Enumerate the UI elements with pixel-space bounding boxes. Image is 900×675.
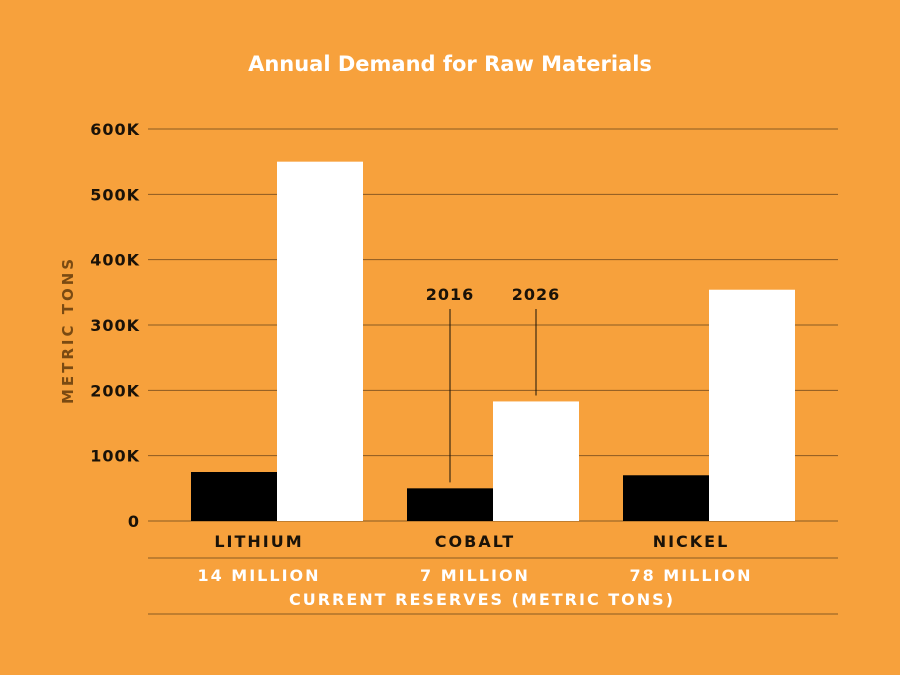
- y-tick-label: 400K: [90, 251, 140, 270]
- reserve-value: 7 MILLION: [420, 566, 530, 585]
- bars: [191, 161, 795, 521]
- reserves-caption: CURRENT RESERVES (METRIC TONS): [289, 590, 675, 609]
- chart-title: Annual Demand for Raw Materials: [248, 52, 652, 76]
- bar-2016-nickel: [623, 475, 709, 521]
- y-tick-label: 600K: [90, 120, 140, 139]
- y-tick-label: 0: [128, 512, 140, 531]
- y-tick-labels: 0 100K 200K 300K 400K 500K 600K: [90, 120, 140, 531]
- reserve-value: 14 MILLION: [197, 566, 320, 585]
- y-tick-label: 500K: [90, 185, 140, 204]
- bar-2026-cobalt: [493, 401, 579, 521]
- x-category-label: NICKEL: [653, 532, 730, 551]
- x-category-labels: LITHIUM COBALT NICKEL: [214, 532, 730, 551]
- bar-2016-lithium: [191, 472, 277, 521]
- x-category-label: LITHIUM: [214, 532, 303, 551]
- bar-2016-cobalt: [407, 488, 493, 521]
- gridlines: [148, 128, 838, 522]
- x-category-label: COBALT: [435, 532, 515, 551]
- legend-2026: 2026: [512, 285, 561, 304]
- y-tick-label: 200K: [90, 381, 140, 400]
- series-callouts: 2016 2026: [426, 285, 561, 483]
- y-axis-label: METRIC TONS: [59, 256, 77, 404]
- legend-2016: 2016: [426, 285, 475, 304]
- reserve-labels: 14 MILLION 7 MILLION 78 MILLION: [197, 566, 752, 585]
- y-tick-label: 300K: [90, 316, 140, 335]
- reserve-value: 78 MILLION: [629, 566, 752, 585]
- y-tick-label: 100K: [90, 447, 140, 466]
- bar-2026-nickel: [709, 289, 795, 521]
- bar-2026-lithium: [277, 161, 363, 521]
